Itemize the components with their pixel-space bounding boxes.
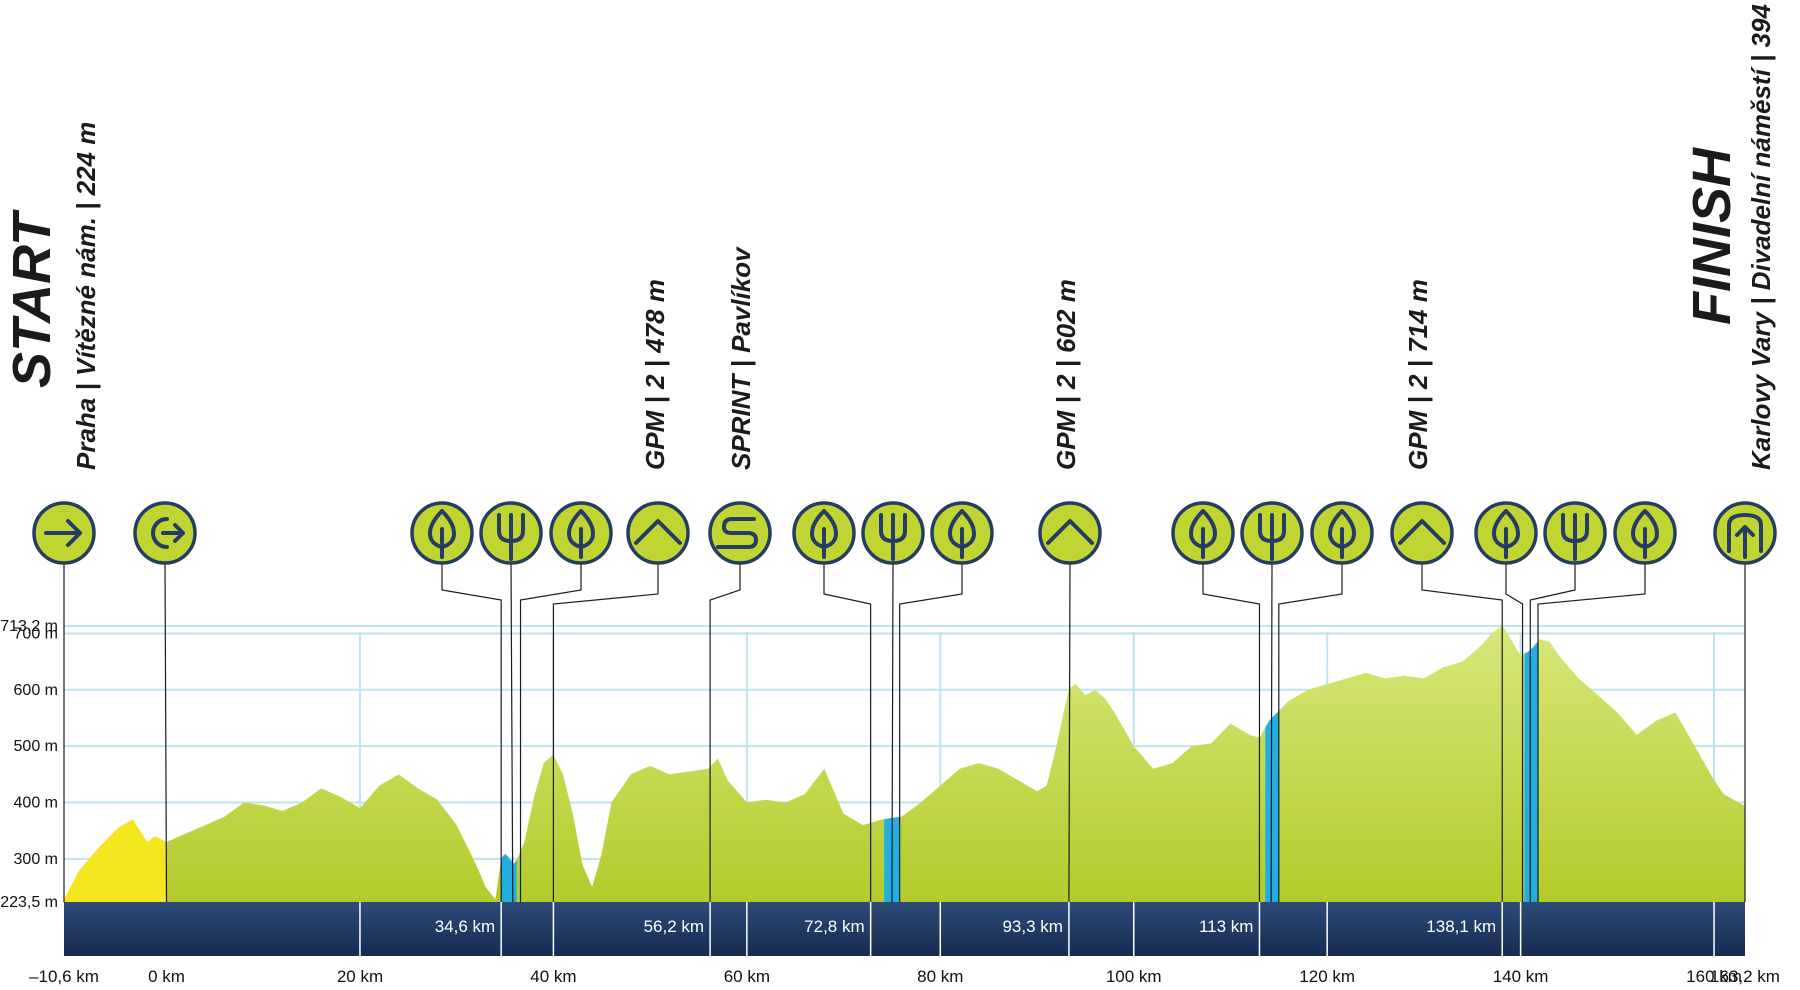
band-km-label: 138,1 km xyxy=(1426,917,1496,936)
drop-icon xyxy=(1310,501,1374,565)
x-tick-label: –10,6 km xyxy=(29,967,99,986)
band-km-label: 93,3 km xyxy=(1002,917,1062,936)
sprint-icon xyxy=(708,501,772,565)
y-tick-label: 223,5 m xyxy=(0,894,58,911)
y-tick-label: 500 m xyxy=(14,738,58,755)
band-km-label: 113 km xyxy=(1199,917,1254,936)
band-km-label: 72,8 km xyxy=(804,917,864,936)
x-tick-label: 0 km xyxy=(148,967,185,986)
icon-connector-line xyxy=(1270,562,1273,903)
icon-connector-line xyxy=(164,562,168,903)
finish-icon xyxy=(1713,501,1777,565)
drop-icon xyxy=(930,501,994,565)
route-icons xyxy=(32,501,1777,565)
start-arrow-icon xyxy=(32,501,96,565)
icon-connector-line xyxy=(1068,562,1071,903)
elevation-area xyxy=(64,625,1745,902)
gpm-label-3: GPM | 2 | 714 m xyxy=(1403,279,1433,470)
fork-icon xyxy=(1543,501,1607,565)
feed-zone-area xyxy=(1265,710,1279,902)
x-tick-label: 120 km xyxy=(1299,967,1355,986)
icon-connector-line xyxy=(510,562,514,903)
icon-connector-line xyxy=(899,563,963,902)
distance-band: 34,6 km 56,2 km 72,8 km 93,3 km 113 km 138,1 … xyxy=(64,902,1745,956)
drop-icon xyxy=(410,501,474,565)
drop-icon xyxy=(1613,501,1677,565)
sprint-label: SPRINT | Pavlíkov xyxy=(726,246,756,470)
y-tick-label: 400 m xyxy=(14,795,58,812)
icon-connector-line xyxy=(552,563,659,902)
icon-connectors xyxy=(63,562,1746,903)
x-tick-label: 140 km xyxy=(1493,967,1549,986)
y-tick-label: 700 m xyxy=(14,625,58,642)
x-tick-label: 20 km xyxy=(337,967,383,986)
elevation-area-fill xyxy=(64,625,1745,902)
x-axis-ticks: –10,6 km 0 km 20 km 40 km 60 km 80 km 100 km 12… xyxy=(29,967,1780,986)
start-location-label: Praha | Vítězné nám. | 224 m xyxy=(71,122,101,470)
x-tick-label: 40 km xyxy=(530,967,576,986)
icon-connector-line xyxy=(519,563,582,902)
fork-icon xyxy=(1240,501,1304,565)
band-km-label: 56,2 km xyxy=(644,917,704,936)
icon-circle xyxy=(626,501,690,565)
gpm-label-1: GPM | 2 | 478 m xyxy=(640,279,670,470)
drop-icon xyxy=(1171,501,1235,565)
drop-icon xyxy=(549,501,613,565)
climb-icon xyxy=(626,501,690,565)
fork-icon xyxy=(861,501,925,565)
neutral-zone-area xyxy=(64,819,167,902)
official-start-icon xyxy=(133,501,197,565)
gpm-label-2: GPM | 2 | 602 m xyxy=(1051,279,1081,470)
fork-icon xyxy=(479,501,543,565)
icon-connector-line xyxy=(823,563,872,902)
drop-icon xyxy=(1474,501,1538,565)
icon-connector-line xyxy=(1529,563,1576,902)
icon-circle xyxy=(1390,501,1454,565)
x-tick-label: 60 km xyxy=(724,967,770,986)
drop-icon xyxy=(792,501,856,565)
feed-zone-area xyxy=(1524,641,1539,902)
x-tick-label: 80 km xyxy=(917,967,963,986)
icon-connector-line xyxy=(1278,563,1343,902)
icon-connector-line xyxy=(891,562,894,903)
distance-band-bar xyxy=(64,902,1745,956)
x-tick-label: 100 km xyxy=(1106,967,1162,986)
finish-title: FINISH xyxy=(1682,147,1742,325)
climb-icon xyxy=(1038,501,1102,565)
icon-connector-line xyxy=(441,563,502,902)
icon-connector-line xyxy=(1421,563,1503,902)
x-tick-label: 163,2 km xyxy=(1710,967,1780,986)
icon-connector-line xyxy=(1505,563,1524,902)
icon-connector-line xyxy=(1202,563,1261,902)
finish-location-label: Karlovy Vary | Divadelní náměstí | 394 m xyxy=(1746,0,1776,470)
feed-zone-area xyxy=(501,854,517,902)
climb-icon xyxy=(1390,501,1454,565)
icon-circle xyxy=(1038,501,1102,565)
y-tick-label: 713,2 m xyxy=(0,618,58,635)
y-tick-label: 300 m xyxy=(14,851,58,868)
y-tick-label: 600 m xyxy=(14,682,58,699)
icon-connector-line xyxy=(1537,563,1646,902)
start-title: START xyxy=(2,209,62,388)
icon-connector-line xyxy=(709,563,741,902)
band-km-label: 34,6 km xyxy=(435,917,495,936)
x-tick-label: 160 km xyxy=(1686,967,1742,986)
